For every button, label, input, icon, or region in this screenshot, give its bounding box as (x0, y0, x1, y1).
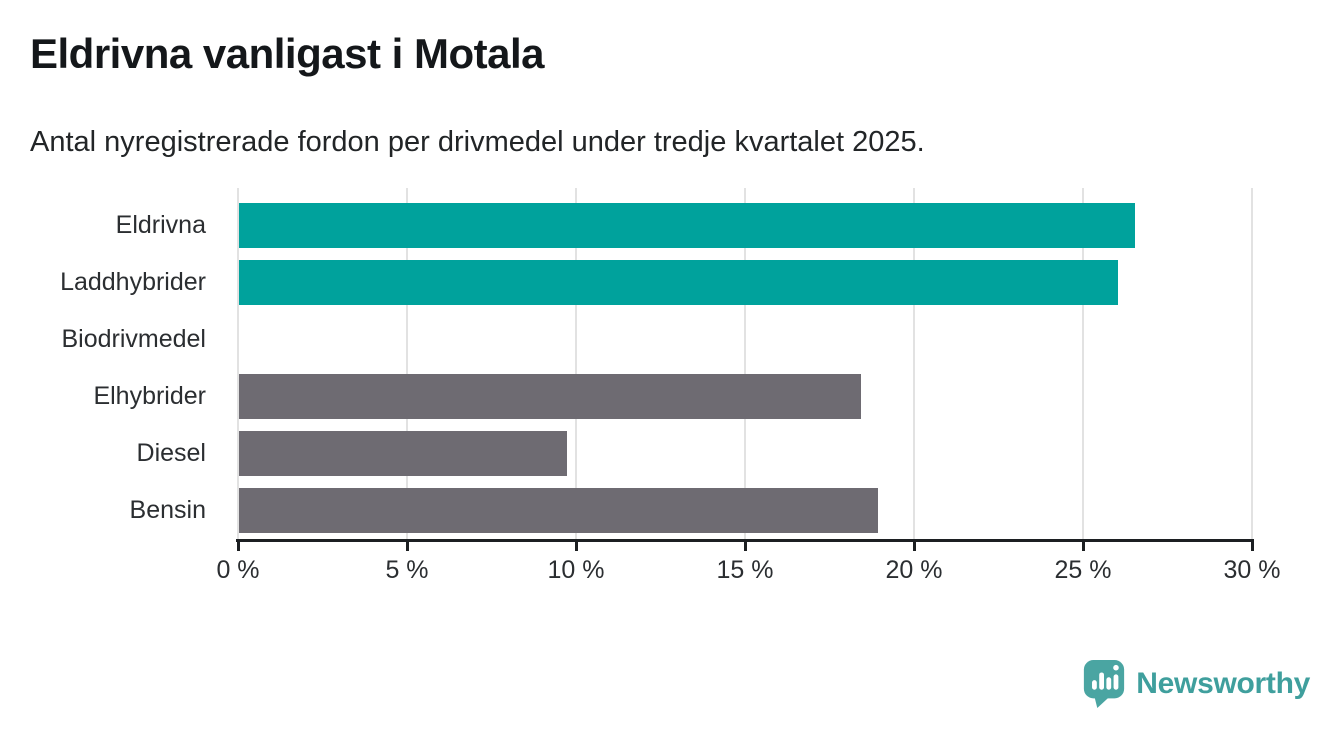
gridline (1082, 188, 1084, 540)
x-tick-label: 30 % (1223, 556, 1281, 584)
plot-area (237, 188, 1253, 540)
chart-subtitle: Antal nyregistrerade fordon per drivmede… (30, 126, 925, 158)
tick-mark (406, 539, 409, 551)
tick-mark (913, 539, 916, 551)
bar-bensin (239, 488, 878, 533)
x-tick-label: 15 % (716, 556, 774, 584)
chart-title: Eldrivna vanligast i Motala (30, 30, 544, 77)
bar-eldrivna (239, 203, 1135, 248)
bar-diesel (239, 431, 567, 476)
x-tick-label: 5 % (385, 556, 429, 584)
x-axis-tick-labels: 0 % 5 % 10 % 15 % 20 % 25 % 30 % (216, 556, 1280, 588)
y-axis-label: Elhybrider (93, 382, 206, 410)
x-tick-label: 25 % (1054, 556, 1112, 584)
y-axis-label: Biodrivmedel (61, 325, 206, 353)
tick-mark (744, 539, 747, 551)
gridline (913, 188, 915, 540)
tick-mark (1082, 539, 1085, 551)
gridline (575, 188, 577, 540)
x-tick-label: 10 % (547, 556, 605, 584)
y-axis-label: Eldrivna (115, 211, 206, 239)
tick-mark (575, 539, 578, 551)
x-tick-label: 0 % (216, 556, 260, 584)
gridline (237, 188, 239, 540)
y-axis-label: Diesel (136, 439, 206, 467)
y-axis-labels: Eldrivna Laddhybrider Biodrivmedel Elhybrid… (0, 188, 222, 540)
x-axis-ticks (237, 539, 1254, 553)
bar-laddhybrider (239, 260, 1118, 305)
newsworthy-logo: Newsworthy (1081, 658, 1310, 709)
gridline (406, 188, 408, 540)
tick-mark (1251, 539, 1254, 551)
bar-elhybrider (239, 374, 861, 419)
x-tick-label: 20 % (885, 556, 943, 584)
gridline (1251, 188, 1253, 540)
tick-mark (237, 539, 240, 551)
gridline (744, 188, 746, 540)
brand-name: Newsworthy (1136, 666, 1310, 700)
newsworthy-bubble-barchart-icon (1084, 660, 1125, 708)
y-axis-label: Laddhybrider (60, 268, 206, 296)
y-axis-label: Bensin (129, 496, 206, 524)
